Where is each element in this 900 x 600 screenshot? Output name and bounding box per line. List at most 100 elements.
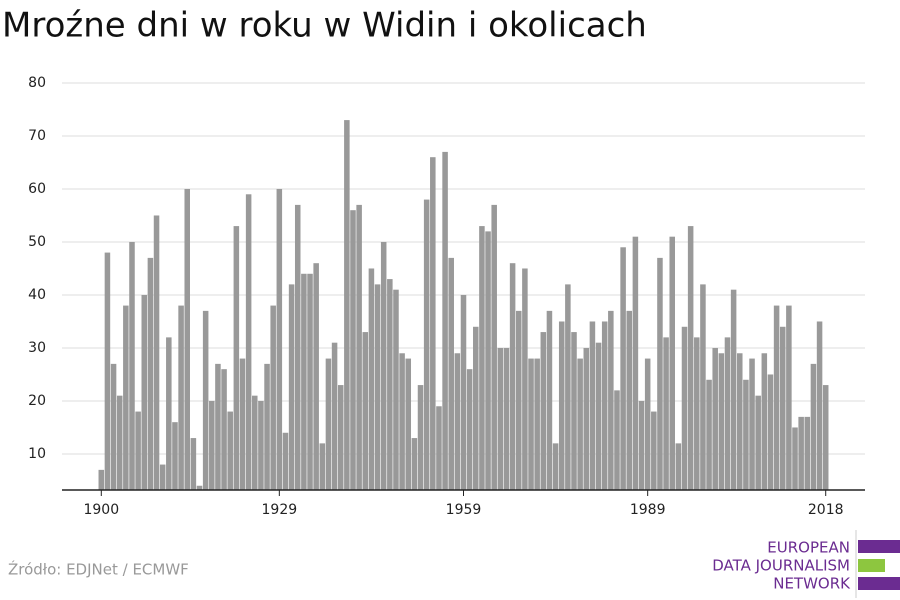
bar: [104, 252, 111, 490]
bar: [411, 438, 418, 490]
bar: [215, 363, 221, 490]
bar: [718, 353, 725, 490]
bar: [258, 400, 264, 490]
bar: [239, 358, 246, 490]
y-tick-label: 10: [28, 446, 46, 462]
bar: [675, 443, 682, 490]
bar: [497, 347, 504, 490]
bar: [804, 416, 811, 490]
bar: [534, 358, 540, 490]
bar: [601, 321, 608, 490]
bar: [233, 226, 240, 490]
y-tick-label: 30: [28, 340, 46, 356]
bar: [294, 204, 301, 491]
y-tick-label: 20: [28, 393, 46, 409]
bar: [227, 411, 233, 490]
logo-text: NETWORK: [773, 575, 851, 593]
bar: [700, 284, 706, 490]
bar: [202, 310, 209, 490]
bar: [540, 332, 547, 490]
bar: [196, 485, 203, 490]
bar: [798, 416, 804, 490]
bar: [644, 358, 651, 490]
bar: [159, 464, 166, 490]
bar: [503, 347, 510, 490]
bar: [810, 363, 817, 490]
bar: [515, 310, 522, 490]
bar: [129, 241, 135, 490]
bar: [442, 151, 448, 490]
bar: [245, 194, 252, 490]
bar: [276, 188, 283, 491]
chart-title: Mroźne dni w roku w Widin i okolicach: [2, 6, 647, 46]
bar: [301, 273, 307, 490]
bar: [669, 236, 675, 490]
bar: [761, 353, 768, 490]
bar: [730, 289, 737, 490]
logo-bar: [858, 559, 885, 572]
logo-bar: [858, 540, 900, 553]
bar: [221, 369, 227, 490]
bar: [374, 284, 381, 490]
y-tick-label: 50: [28, 234, 46, 250]
bar: [687, 226, 694, 490]
bar: [184, 188, 191, 491]
bar: [436, 406, 442, 490]
bar: [736, 353, 743, 490]
bar: [153, 215, 160, 490]
y-tick-label: 40: [28, 287, 46, 303]
bar: [325, 358, 332, 490]
bar: [694, 337, 700, 490]
bar: [509, 263, 516, 490]
bar: [110, 363, 117, 490]
bar: [485, 231, 491, 490]
x-tick-label: 1900: [83, 502, 119, 518]
bar: [356, 204, 362, 491]
bar: [166, 337, 172, 490]
bar: [571, 332, 577, 490]
bar: [681, 326, 688, 490]
bar: [362, 332, 369, 490]
bar: [724, 337, 731, 490]
logo-text: DATA JOURNALISM: [712, 557, 850, 575]
logo-text: EUROPEAN: [767, 539, 850, 557]
bar: [822, 385, 829, 490]
bar: [792, 427, 798, 490]
bar: [779, 326, 786, 490]
bar: [399, 353, 405, 490]
bar: [595, 342, 602, 490]
bar: [141, 294, 148, 490]
bar: [473, 326, 479, 490]
source: Źródło: EDJNet / ECMWF: [8, 560, 189, 579]
bar: [454, 353, 461, 490]
bar: [651, 411, 657, 490]
bar: [252, 395, 258, 490]
bar: [147, 257, 154, 490]
bar: [460, 294, 467, 490]
bar: [565, 284, 571, 490]
x-tick-label: 1929: [262, 502, 298, 518]
bar: [767, 374, 774, 490]
bar: [417, 385, 424, 490]
bar: [264, 363, 270, 490]
bar: [405, 358, 412, 490]
bar: [632, 236, 639, 490]
bar: [344, 120, 350, 491]
x-tick-label: 2018: [808, 502, 844, 518]
bar: [466, 369, 473, 490]
bar: [558, 321, 565, 490]
bar: [209, 400, 215, 490]
bar: [786, 305, 792, 490]
bar: [331, 342, 338, 490]
bar: [368, 268, 375, 490]
bar: [337, 385, 344, 490]
bar: [319, 443, 326, 490]
y-tick-label: 80: [28, 75, 46, 91]
bar: [620, 247, 626, 490]
bar: [749, 358, 755, 490]
bar: [773, 305, 780, 490]
bar: [552, 443, 559, 490]
bar: [123, 305, 129, 490]
bar: [626, 310, 633, 490]
